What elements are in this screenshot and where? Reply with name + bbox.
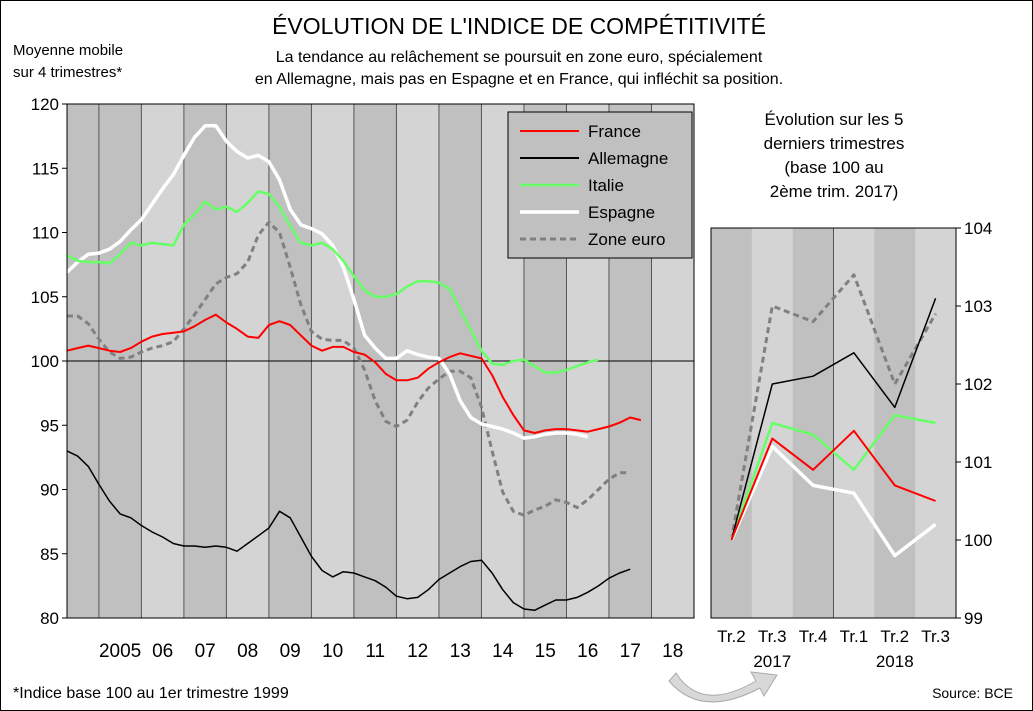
x-tick-label: 17 (620, 641, 641, 662)
inset-year-label: 2018 (876, 652, 914, 671)
y-tick-label: 85 (40, 545, 59, 564)
inset-series-line-france (730, 429, 936, 541)
y-tick-label: 100 (31, 352, 59, 371)
inset-x-tick-label: Tr.3 (758, 627, 787, 646)
inset-title-line-2: derniers trimestres (764, 134, 905, 153)
main-plot-frame (66, 103, 695, 619)
y-tick-label: 110 (32, 224, 59, 243)
x-tick-label: 14 (492, 641, 514, 662)
legend-label-italie: Italie (588, 176, 624, 195)
legend-label-france: France (588, 122, 641, 141)
inset-y-tick-label: 99 (964, 609, 983, 628)
inset-series-line-zone_euro (729, 273, 937, 541)
x-tick-label: 16 (577, 641, 598, 662)
x-tick-label: 11 (365, 641, 385, 662)
y-tick-label: 80 (40, 609, 59, 628)
inset-y-tick-label: 103 (964, 297, 992, 316)
quarter-band (833, 228, 875, 618)
y-axis-label-line-1: Moyenne mobile (13, 42, 123, 59)
inset-x-tick-label: Tr.4 (799, 627, 828, 646)
series-line-allemagne (66, 450, 631, 612)
series-line-espagne (65, 124, 589, 440)
footnote: *Indice base 100 au 1er trimestre 1999 (13, 685, 289, 702)
chart-subtitle-line-1: La tendance au relâchement se poursuit e… (276, 49, 763, 66)
inset-x-tick-label: Tr.1 (840, 627, 869, 646)
y-tick-label: 105 (31, 288, 59, 307)
inset-x-tick-label: Tr.2 (880, 627, 909, 646)
inset-title-line-4: 2ème trim. 2017) (770, 182, 899, 201)
inset-y-tick-label: 104 (964, 219, 992, 238)
y-tick-label: 90 (40, 481, 59, 500)
x-tick-label: 12 (407, 641, 428, 662)
source-label: Source: BCE (932, 685, 1013, 701)
chart-title: ÉVOLUTION DE L'INDICE DE COMPÉTITIVITÉ (272, 13, 766, 39)
y-axis-label-line-2: sur 4 trimestres* (13, 64, 122, 81)
series-line-zone_euro (67, 220, 631, 517)
x-tick-label: 13 (450, 641, 471, 662)
inset-plot: 99 100 101 102 103 104 Tr.2 Tr.3 Tr.4 Tr.1 Tr.2 Tr.… (710, 219, 992, 671)
x-tick-label: 18 (662, 641, 683, 662)
inset-y-tick-label: 100 (964, 531, 992, 550)
series-line-france (66, 313, 642, 434)
arrow-icon (668, 671, 778, 703)
inset-title-line-3: (base 100 au (784, 158, 883, 177)
inset-year-label: 2017 (753, 652, 791, 671)
inset-y-tick-label: 102 (964, 375, 992, 394)
legend-label-espagne: Espagne (588, 203, 655, 222)
x-tick-label: 09 (280, 641, 301, 662)
y-tick-label: 95 (40, 416, 59, 435)
inset-series-line-espagne (729, 444, 937, 558)
legend-label-zone_euro: Zone euro (588, 230, 666, 249)
inset-title-line-1: Évolution sur les 5 (765, 110, 904, 129)
inset-series-line-italie (730, 413, 936, 541)
y-tick-label: 120 (31, 95, 59, 114)
inset-x-tick-label: Tr.2 (717, 627, 746, 646)
inset-plot-frame (710, 227, 957, 619)
x-tick-label: 10 (322, 641, 343, 662)
legend-label-allemagne: Allemagne (588, 149, 668, 168)
y-tick-label: 115 (32, 159, 59, 178)
inset-series-line-allemagne (730, 297, 937, 541)
x-tick-label: 2005 (99, 641, 141, 662)
x-tick-label: 06 (152, 641, 173, 662)
x-tick-label: 08 (237, 641, 258, 662)
x-tick-label: 07 (195, 641, 216, 662)
x-tick-label: 15 (535, 641, 556, 662)
inset-x-tick-label: Tr.3 (921, 627, 950, 646)
chart-subtitle-line-2: en Allemagne, mais pas en Espagne et en … (255, 71, 783, 88)
legend: France Allemagne Italie Espagne Zone euro (507, 111, 693, 259)
series-line-italie (66, 190, 599, 374)
inset-y-tick-label: 101 (964, 453, 992, 472)
